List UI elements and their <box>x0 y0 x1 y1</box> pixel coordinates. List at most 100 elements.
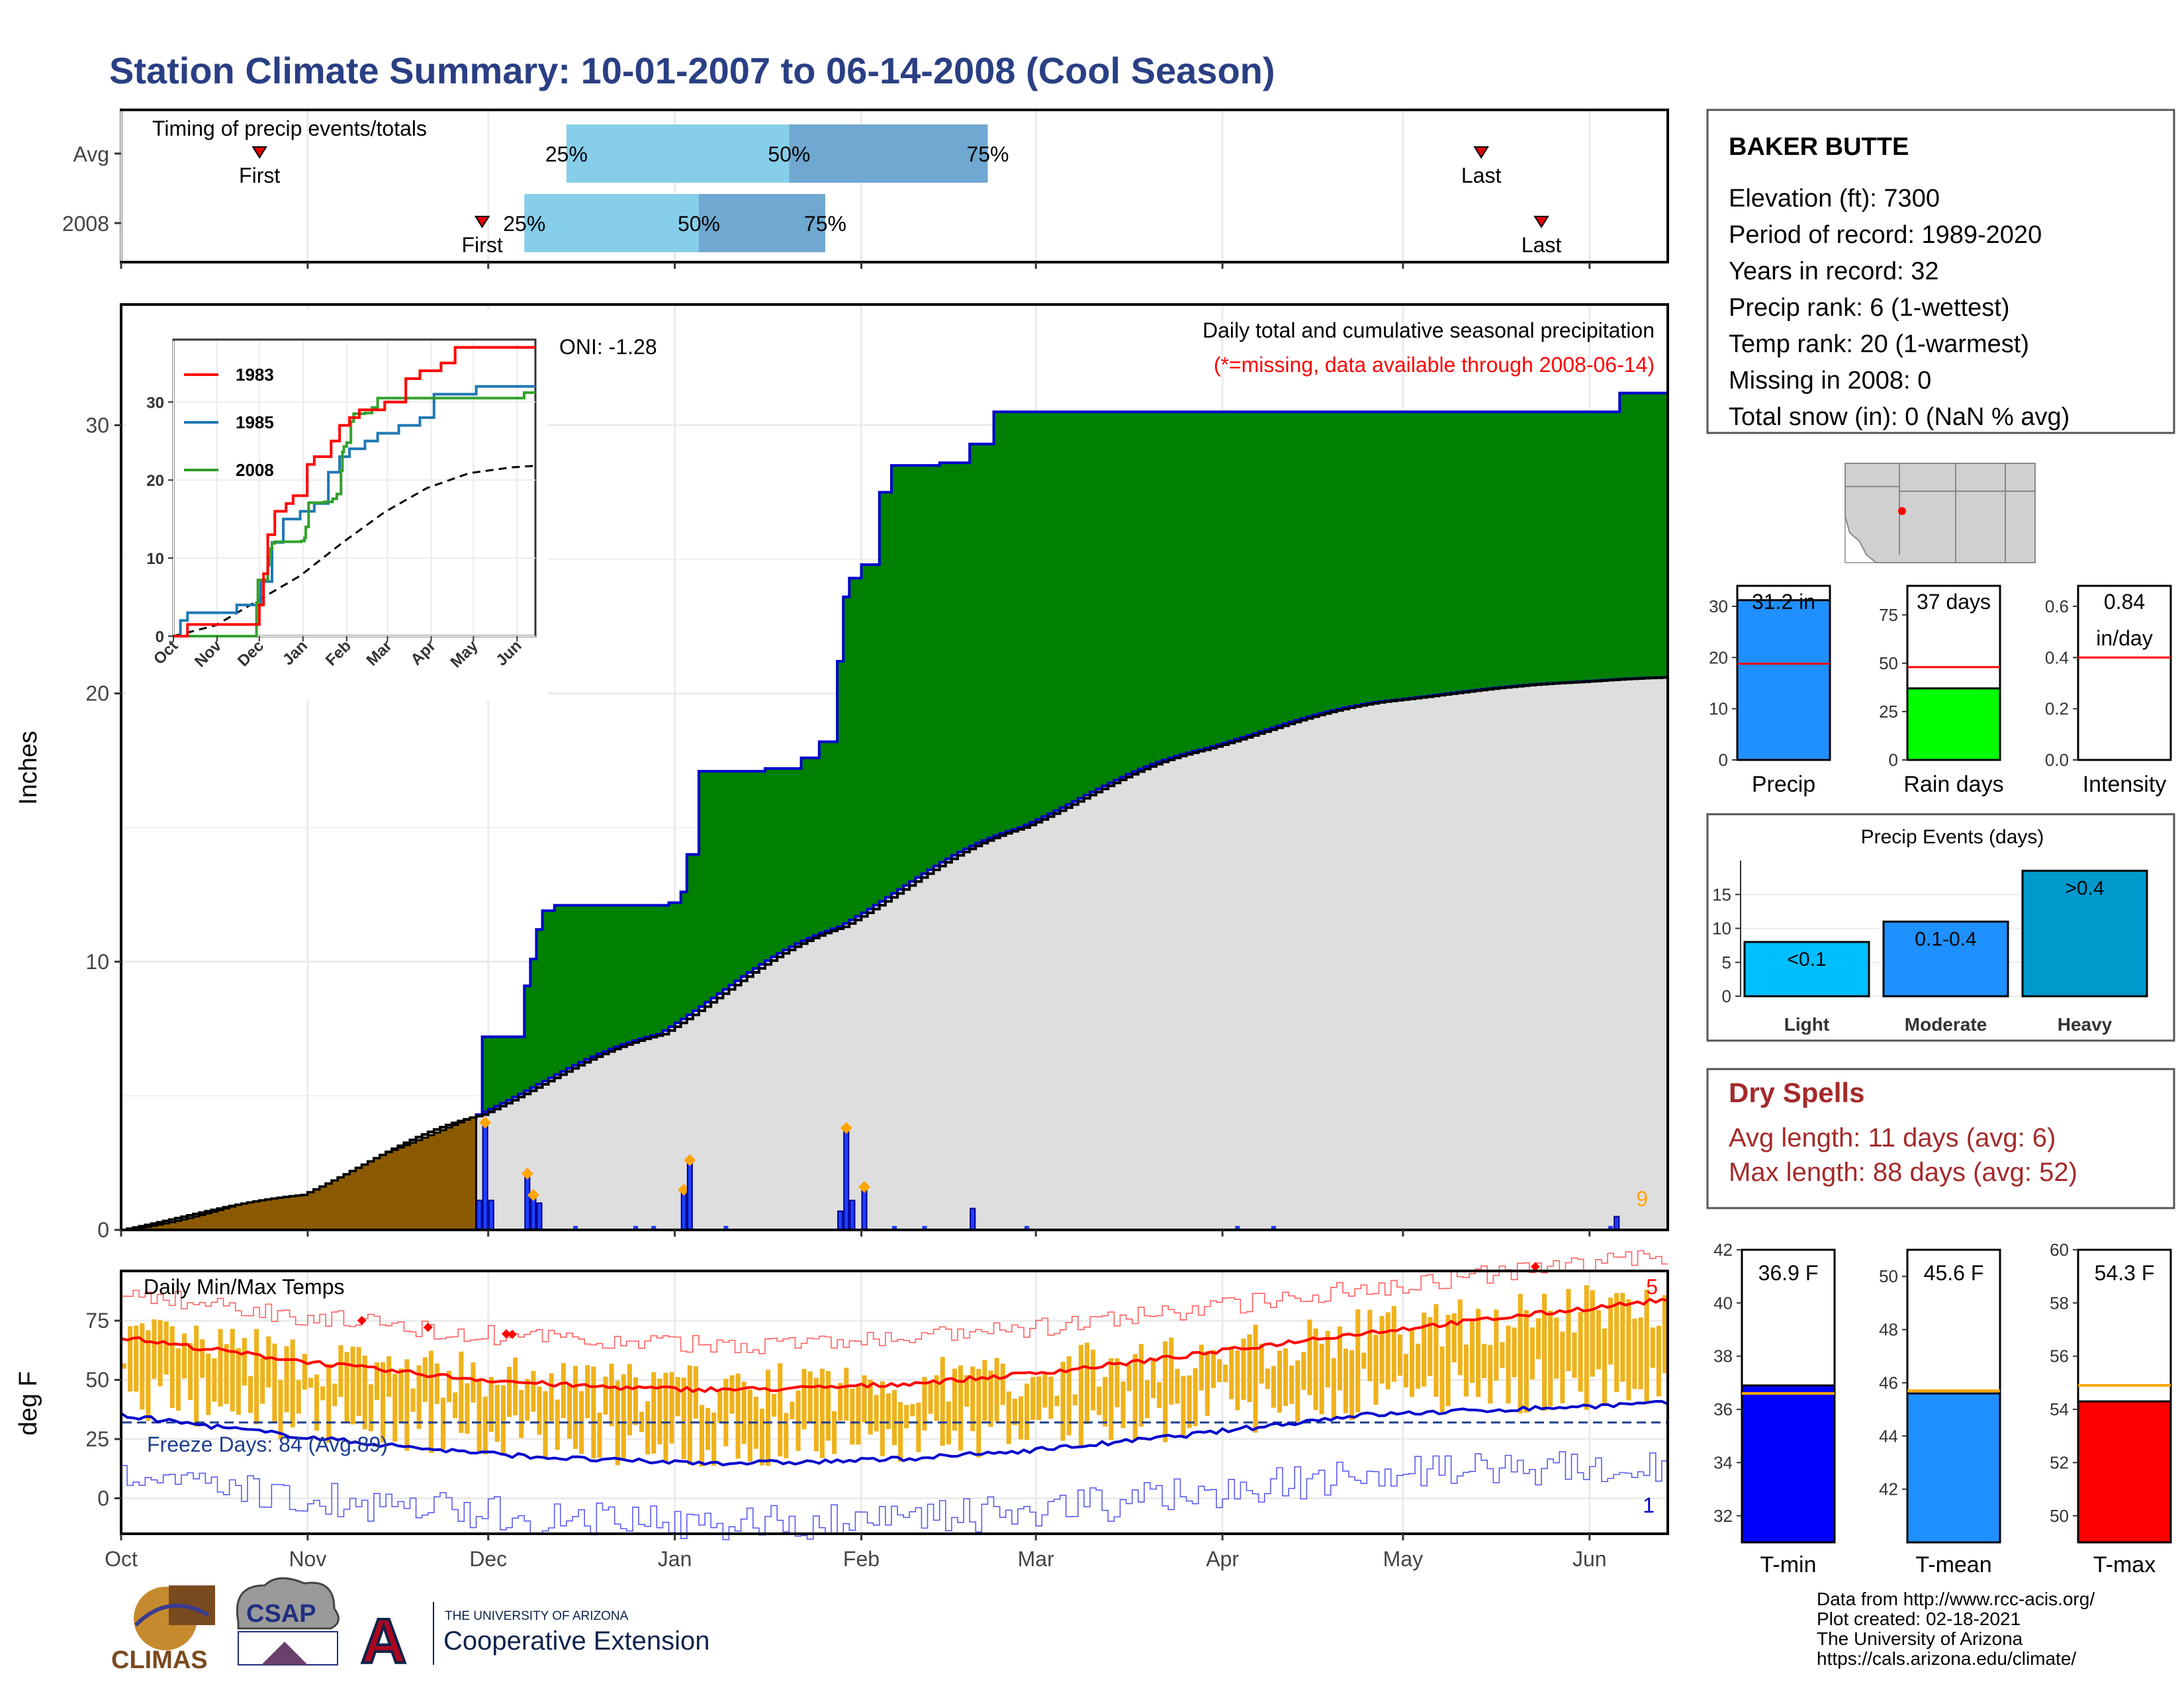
temperature-summary-bars: 36.9 F 32 34 36 38 40 42 T-min 45.6 F 42 44 46 48 50 T… <box>1713 1240 2172 1577</box>
daily-temp-bar <box>1644 1289 1649 1405</box>
daily-temp-bar <box>627 1364 632 1436</box>
daily-temp-bar <box>891 1390 897 1446</box>
credit-line-3: The University of Arizona <box>1817 1628 2023 1649</box>
daily-temp-bar <box>549 1373 554 1421</box>
month-tick-label: Oct <box>105 1547 138 1571</box>
station-name: BAKER BUTTE <box>1729 133 1909 161</box>
daily-temp-bar <box>1620 1293 1625 1382</box>
events-title: Precip Events (days) <box>1861 826 2044 848</box>
timing-label: Timing of precip events/totals <box>152 117 427 140</box>
month-tick-label: Apr <box>1206 1547 1239 1571</box>
daily-temp-bar <box>801 1369 807 1430</box>
summary-bar-tick-label: 10 <box>1709 699 1728 719</box>
daily-temp-bar <box>862 1375 867 1423</box>
daily-temp-bar <box>1097 1386 1102 1415</box>
daily-temp-bar <box>555 1399 560 1450</box>
daily-temp-bar <box>163 1321 169 1375</box>
csap-wordmark: CSAP <box>246 1600 316 1628</box>
precip-header: Daily total and cumulative seasonal prec… <box>1203 318 1655 342</box>
daily-temp-bar <box>1656 1325 1661 1397</box>
daily-temp-bar <box>1060 1362 1066 1441</box>
daily-temp-bar <box>657 1378 662 1444</box>
heavy-event-marker <box>678 1184 690 1196</box>
record-high-marker <box>508 1329 518 1339</box>
summary-bar-tick-label: 0.2 <box>2045 699 2069 719</box>
daily-temp-bar <box>639 1411 645 1432</box>
timing-row-avg-label: Avg <box>73 142 109 166</box>
daily-temp-bar <box>1091 1349 1096 1411</box>
temp-summary-value-bar <box>2077 1400 2172 1544</box>
summary-bar-tick-label: 0.0 <box>2045 750 2069 770</box>
daily-temp-bar <box>1072 1394 1077 1406</box>
temp-ytick-label: 25 <box>85 1427 109 1451</box>
daily-temp-bar <box>1566 1289 1571 1372</box>
daily-temp-bar <box>1506 1325 1511 1404</box>
temp-summary-label: T-max <box>2093 1552 2156 1577</box>
daily-temp-bar <box>729 1375 735 1414</box>
temp-ylabel: deg F <box>15 1371 42 1435</box>
daily-temp-bar <box>1542 1293 1547 1411</box>
record-high-marker <box>1530 1262 1540 1272</box>
daily-temp-bar <box>759 1408 764 1466</box>
summary-bar-value <box>1736 599 1831 761</box>
daily-temp-bar <box>946 1401 951 1445</box>
ua-small-text: THE UNIVERSITY OF ARIZONA <box>445 1609 629 1623</box>
station-info-line: Elevation (ft): 7300 <box>1729 185 1940 212</box>
daily-temp-bar <box>1451 1313 1457 1362</box>
month-tick-label: Dec <box>469 1547 507 1571</box>
daily-temp-bar <box>344 1352 349 1423</box>
summary-bar-value-label: 37 days <box>1917 590 1991 614</box>
daily-temp-bar <box>362 1355 367 1430</box>
timing-band-25-50 <box>524 194 699 252</box>
month-tick-label: Jan <box>658 1547 692 1571</box>
timing-first-label: First <box>239 164 280 187</box>
precip-panel: Daily total and cumulative seasonal prec… <box>15 303 1669 1242</box>
temp-summary-tick-label: 40 <box>1713 1293 1733 1313</box>
daily-temp-bar <box>356 1346 361 1417</box>
daily-temp-bar <box>1193 1368 1198 1427</box>
dry-spells-box: Dry Spells Avg length: 11 days (avg: 6) … <box>1706 1068 2175 1209</box>
events-category-label: Heavy <box>2058 1014 2113 1035</box>
station-info-line: Missing in 2008: 0 <box>1729 367 1931 395</box>
daily-temp-bar <box>1138 1344 1144 1427</box>
daily-temp-bar <box>266 1336 271 1388</box>
daily-temp-bar <box>1157 1382 1162 1408</box>
daily-temp-bar <box>645 1401 651 1455</box>
daily-temp-bar <box>1439 1346 1445 1413</box>
daily-temp-bar <box>1602 1328 1608 1406</box>
daily-temp-bar <box>819 1368 825 1458</box>
record-high-marker <box>357 1315 367 1325</box>
daily-temp-bar <box>1560 1331 1565 1403</box>
temp-summary-tick-label: 48 <box>1879 1320 1898 1340</box>
temp-summary-value-bar <box>1906 1392 2001 1544</box>
daily-temp-bar <box>1006 1391 1011 1444</box>
daily-temp-bar <box>122 1363 127 1369</box>
daily-temp-bar <box>567 1383 572 1439</box>
daily-temp-bar <box>1416 1343 1421 1389</box>
timing-25-label: 25% <box>503 212 545 236</box>
temp-summary-t-max: 54.3 F 50 52 54 56 58 60 T-max <box>2050 1240 2172 1577</box>
daily-temp-bar <box>1518 1293 1523 1414</box>
events-bar-label: >0.4 <box>2065 877 2104 899</box>
daily-temp-bar <box>1030 1377 1036 1420</box>
temp-summary-tick-label: 42 <box>1879 1479 1898 1499</box>
daily-temp-bar <box>1259 1343 1264 1384</box>
daily-precip-bar <box>891 1225 897 1230</box>
daily-temp-bar <box>916 1402 921 1452</box>
daily-temp-bar <box>1337 1327 1342 1391</box>
credit-line-1: Data from http://www.rcc-acis.org/ <box>1817 1589 2095 1609</box>
summary-bar-tick-label: 75 <box>1879 605 1898 625</box>
daily-temp-bar <box>874 1395 879 1432</box>
summary-bar-tick-label: 0.4 <box>2045 647 2069 667</box>
daily-precip-bar <box>482 1121 488 1231</box>
temp-summary-tick-label: 38 <box>1713 1346 1733 1366</box>
daily-temp-bar <box>1572 1332 1577 1378</box>
daily-temp-bar <box>922 1377 927 1430</box>
temp-summary-value-bar <box>1741 1384 1836 1544</box>
summary-bar-tick-label: 0 <box>1889 750 1898 770</box>
daily-temp-bar <box>428 1350 433 1453</box>
daily-temp-bar <box>175 1348 181 1411</box>
inset-legend-label: 2008 <box>236 460 274 480</box>
daily-temp-bar <box>1163 1341 1168 1442</box>
